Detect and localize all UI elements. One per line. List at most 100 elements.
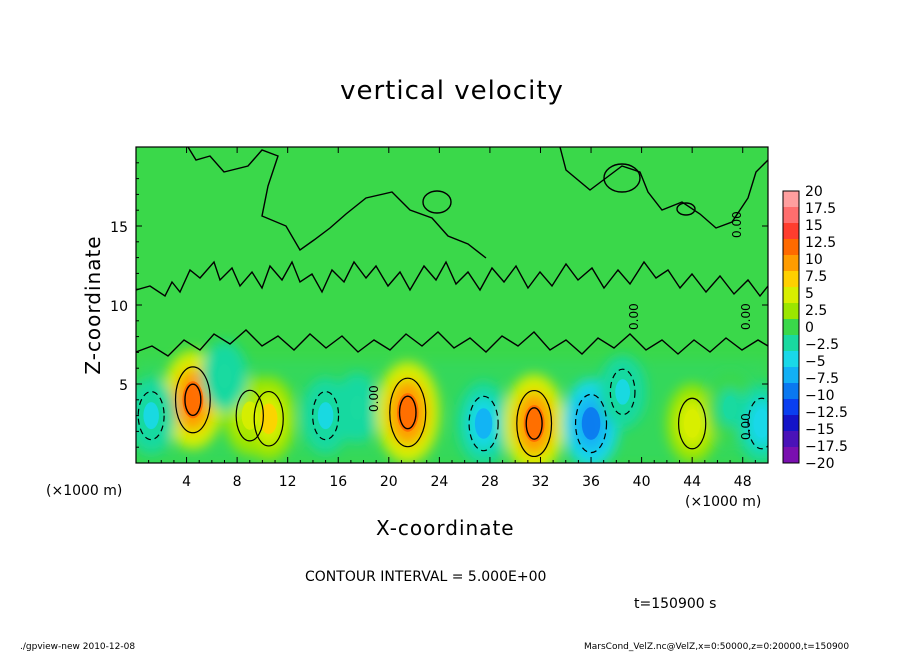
colorbar-label: −20 (805, 456, 835, 472)
cell-contour (174, 366, 211, 434)
velocity-cell-core (581, 407, 601, 440)
colorbar-swatch (783, 271, 799, 288)
x-axis-label: X-coordinate (376, 516, 515, 540)
cell-contour (747, 397, 768, 450)
contour-label: 0.00 (739, 413, 753, 440)
cell-contour (235, 389, 264, 442)
y-axis: 5 10 15 (110, 162, 768, 448)
velocity-cell-core (182, 381, 204, 419)
cell-contour (312, 391, 340, 441)
colorbar-label: 2.5 (805, 303, 827, 319)
chart-title: vertical velocity (340, 76, 564, 106)
contour-interval-note: CONTOUR INTERVAL = 5.000E+00 (305, 569, 547, 585)
cell-contour-inner (184, 383, 202, 417)
x-tick-label: 32 (532, 474, 550, 490)
velocity-cell-core (350, 395, 365, 420)
colorbar-swatch (783, 191, 799, 208)
colorbar-label: 0 (805, 320, 814, 336)
velocity-cell-core (217, 364, 232, 389)
colorbar-swatch (783, 383, 799, 400)
footer-source: MarsCond_VelZ.nc@VelZ,x=0:50000,z=0:2000… (584, 642, 850, 652)
cell-contour (574, 393, 608, 454)
colorbar-label: 7.5 (805, 269, 827, 285)
cell-contour (253, 390, 284, 447)
velocity-cell-core (523, 404, 545, 443)
colorbar-label: 15 (805, 218, 823, 234)
cell-contour (468, 395, 499, 452)
colorbar-swatch (783, 223, 799, 240)
contour-label: 0.00 (627, 303, 641, 330)
cell-contour-inner (398, 395, 417, 430)
colorbar-label: 10 (805, 252, 823, 268)
colorbar-frame (782, 190, 800, 464)
contour-label: 0.00 (367, 385, 381, 412)
velocity-cell-core (396, 393, 419, 432)
colorbar-swatch (783, 239, 799, 256)
cell-contour (516, 389, 553, 458)
upper-zero-contour-right (559, 147, 768, 229)
colorbar-label: 5 (805, 286, 814, 302)
velocity-cell-core (753, 409, 768, 438)
colorbar-swatch (783, 415, 799, 432)
colorbar-swatch (783, 255, 799, 272)
closed-contour-right (676, 202, 696, 216)
colorbar: 2017.51512.5107.552.50−2.5−5−7.5−10−12.5… (782, 184, 848, 472)
velocity-cell-core (684, 409, 701, 438)
velocity-cell-core (260, 403, 278, 435)
colorbar-label: 12.5 (805, 235, 836, 251)
velocity-cell-core (317, 402, 334, 430)
x-tick-label: 12 (279, 474, 297, 490)
x-tick-label: 24 (430, 474, 448, 490)
contour-label: 0.00 (730, 211, 744, 238)
y-tick-label: 5 (119, 378, 128, 394)
colorbar-label: −15 (805, 422, 835, 438)
x-axis-unit-right: (×1000 m) (685, 494, 762, 510)
colorbar-swatch (783, 335, 799, 352)
cell-contour (677, 397, 707, 450)
x-tick-label: 20 (380, 474, 398, 490)
x-tick-label: 8 (233, 474, 242, 490)
y-axis-label: Z-coordinate (81, 235, 105, 375)
x-tick-label: 36 (582, 474, 600, 490)
colorbar-label: −17.5 (805, 439, 848, 455)
footer-program-date: ./gpview-new 2010-12-08 (20, 642, 136, 652)
velocity-cell-core (615, 379, 631, 405)
colorbar-label: −5 (805, 354, 826, 370)
x-tick-label: 40 (633, 474, 651, 490)
colorbar-label: 17.5 (805, 201, 836, 217)
x-tick-label: 16 (329, 474, 347, 490)
colorbar-swatch (783, 207, 799, 224)
x-tick-label: 4 (182, 474, 191, 490)
colorbar-swatch (783, 447, 799, 464)
zero-contour-upper (136, 260, 768, 298)
velocity-cell-core (723, 396, 737, 420)
zero-contour-lower (136, 329, 768, 357)
x-axis: 4 8 12 16 20 24 28 32 36 40 44 48 (148, 147, 756, 490)
velocity-cell-core (474, 408, 493, 439)
colorbar-label: −2.5 (805, 337, 839, 353)
colorbar-label: 20 (805, 184, 823, 200)
y-tick-label: 15 (110, 220, 128, 236)
colorbar-label: −7.5 (805, 371, 839, 387)
colorbar-swatch (783, 303, 799, 320)
x-axis-unit-left: (×1000 m) (46, 483, 123, 499)
colorbar-swatch (783, 319, 799, 336)
cell-contour (389, 377, 427, 448)
x-tick-label: 28 (481, 474, 499, 490)
colorbar-swatch (783, 431, 799, 448)
time-label: t=150900 s (634, 596, 717, 612)
colorbar-swatch (783, 367, 799, 384)
cell-contour (137, 391, 165, 441)
colorbar-swatch (783, 351, 799, 368)
x-tick-label: 44 (683, 474, 701, 490)
cell-contour-inner (525, 407, 543, 440)
colorbar-label: −10 (805, 388, 835, 404)
closed-contour-top (603, 163, 641, 193)
colorbar-label: −12.5 (805, 405, 848, 421)
closed-contour-small (422, 190, 452, 214)
x-tick-label: 48 (734, 474, 752, 490)
colorbar-swatch (783, 287, 799, 304)
upper-zero-contour (187, 147, 487, 259)
y-tick-label: 10 (110, 299, 128, 315)
